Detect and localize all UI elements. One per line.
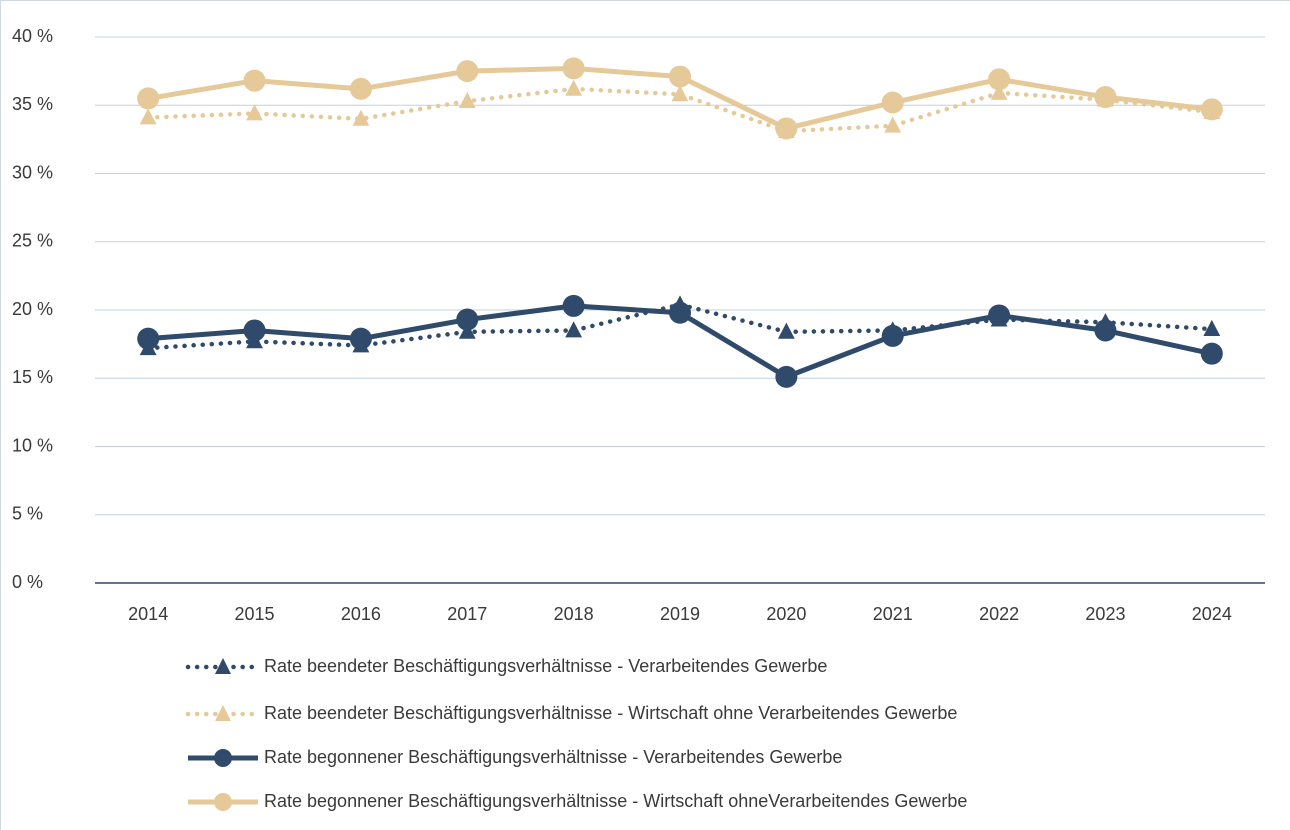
legend-label: Rate begonnener Beschäftigungsverhältnis… (264, 747, 842, 767)
point (458, 91, 476, 109)
point (456, 308, 479, 331)
legend-marker (215, 705, 231, 721)
x-tick-label: 2017 (447, 604, 487, 624)
point (458, 322, 476, 339)
x-tick-label: 2016 (341, 604, 381, 624)
x-tick-label: 2014 (128, 604, 168, 624)
y-tick-label: 0 % (12, 572, 43, 592)
point (137, 87, 160, 110)
legend-label: Rate beendeter Beschäftigungsverhältniss… (264, 703, 957, 723)
x-tick-label: 2018 (554, 604, 594, 624)
point (1200, 98, 1223, 121)
point (349, 327, 372, 350)
legend-item: Rate begonnener Beschäftigungsverhältnis… (188, 747, 842, 767)
legend-marker (214, 793, 232, 811)
x-tick-label: 2023 (1085, 604, 1125, 624)
point (990, 83, 1008, 100)
point (562, 57, 585, 80)
point (881, 91, 904, 114)
x-tick-label: 2020 (766, 604, 806, 624)
point (669, 65, 691, 88)
point (988, 304, 1011, 327)
x-tick-label: 2019 (660, 604, 700, 624)
point (352, 109, 370, 126)
point (669, 301, 691, 324)
legend-marker (215, 658, 231, 674)
legend-marker (214, 749, 232, 767)
legend-item: Rate beendeter Beschäftigungsverhältniss… (185, 703, 957, 723)
y-tick-label: 5 % (12, 504, 43, 524)
point (1094, 319, 1117, 342)
point (775, 117, 798, 140)
point (671, 85, 689, 102)
legend-label: Rate begonnener Beschäftigungsverhältnis… (264, 791, 967, 811)
point (243, 69, 266, 92)
y-tick-label: 20 % (12, 299, 53, 319)
point (349, 77, 372, 100)
series-line (145, 86, 1215, 134)
point (243, 319, 266, 342)
point (246, 104, 263, 121)
legend-item: Rate beendeter Beschäftigungsverhältniss… (185, 656, 827, 676)
point (1203, 319, 1221, 336)
point (139, 108, 157, 125)
y-tick-label: 15 % (12, 367, 53, 387)
point (881, 324, 904, 347)
point (775, 365, 798, 388)
point (137, 327, 160, 350)
y-tick-label: 40 % (12, 26, 53, 46)
point (884, 116, 902, 133)
y-tick-label: 35 % (12, 94, 53, 114)
y-tick-label: 30 % (12, 162, 53, 182)
x-tick-label: 2022 (979, 604, 1019, 624)
x-tick-label: 2021 (873, 604, 913, 624)
x-tick-label: 2024 (1192, 604, 1232, 624)
y-tick-label: 10 % (12, 435, 53, 455)
point (777, 322, 795, 339)
point (456, 60, 479, 83)
point (1094, 86, 1117, 109)
point (988, 68, 1011, 91)
point (1200, 342, 1223, 365)
point (562, 294, 585, 317)
legend-item: Rate begonnener Beschäftigungsverhältnis… (188, 791, 967, 811)
point (565, 79, 583, 96)
legend-label: Rate beendeter Beschäftigungsverhältniss… (264, 656, 827, 676)
x-tick-label: 2015 (235, 604, 275, 624)
y-tick-label: 25 % (12, 231, 53, 251)
point (565, 321, 583, 338)
